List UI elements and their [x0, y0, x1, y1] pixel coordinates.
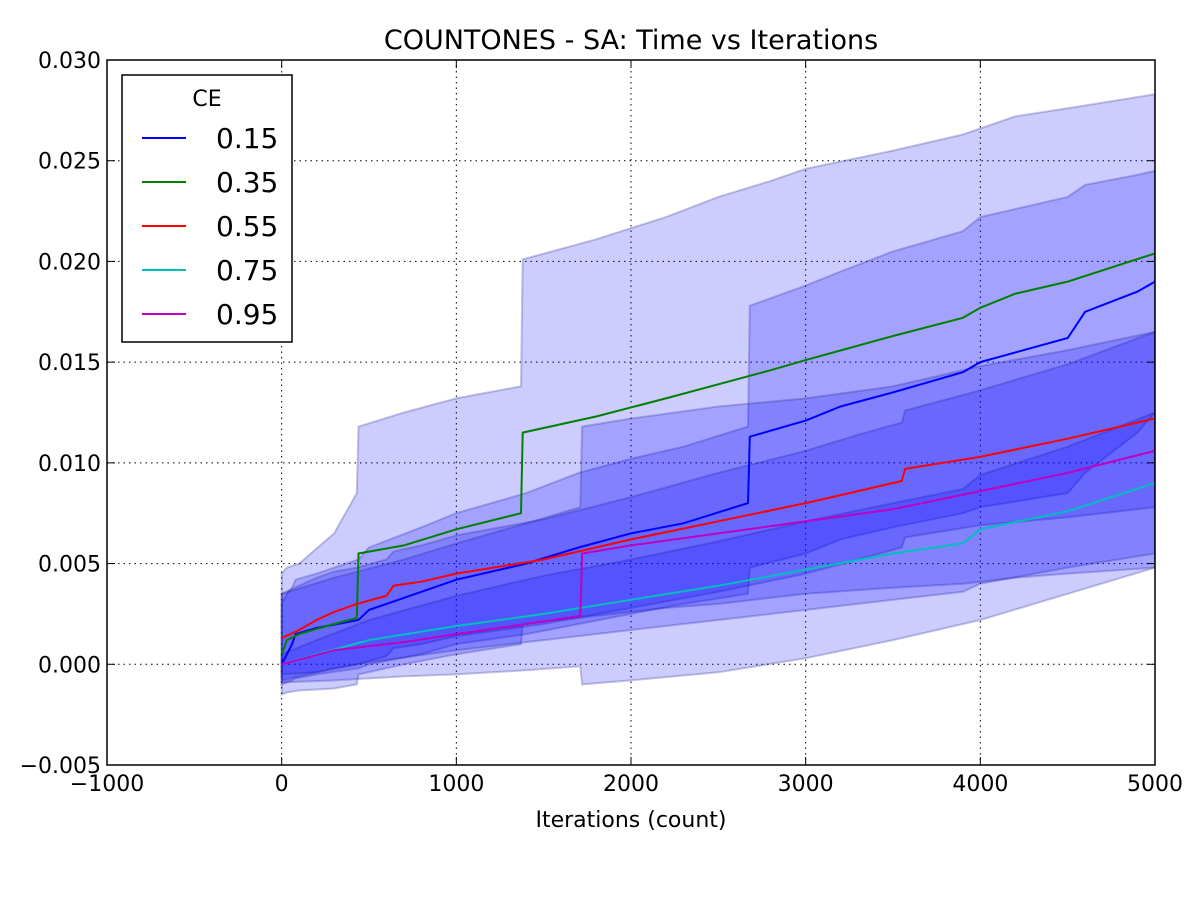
axis-ticks: −1000 0 1000 2000 3000 4000 5000 −0.005 0.000 0.0…	[20, 49, 1183, 797]
x-tick-label: 3000	[778, 772, 834, 797]
y-tick-label: 0.030	[38, 49, 101, 74]
y-tick-label: 0.020	[38, 250, 101, 275]
x-tick-label: −1000	[70, 772, 144, 797]
legend-title: CE	[192, 87, 221, 112]
series-lines	[280, 252, 1155, 666]
series-line-0.95	[281, 449, 1155, 666]
confidence-band-0.95	[280, 330, 1155, 686]
legend: CE 0.15 0.35 0.55 0.75 0.95	[121, 74, 293, 343]
confidence-band-0.55	[280, 330, 1155, 682]
y-tick-label: 0.025	[38, 150, 101, 175]
series-line-0.15	[280, 280, 1155, 665]
y-tick-label: −0.005	[20, 754, 101, 779]
y-tick-label: 0.010	[38, 452, 101, 477]
chart-title: COUNTONES - SA: Time vs Iterations	[384, 25, 878, 56]
y-tick-label: 0.015	[38, 351, 101, 376]
y-tick-label: 0.000	[38, 653, 101, 678]
legend-label: 0.55	[216, 210, 278, 243]
grid	[107, 60, 1155, 765]
legend-label: 0.15	[216, 122, 278, 155]
x-tick-label: 1000	[428, 772, 484, 797]
confidence-bands	[280, 93, 1155, 696]
legend-box	[121, 74, 293, 343]
confidence-band-0.15	[280, 169, 1155, 686]
legend-label: 0.95	[216, 298, 278, 331]
confidence-band-0.75	[280, 411, 1155, 676]
legend-label: 0.35	[216, 166, 278, 199]
series-line-0.35	[280, 252, 1155, 655]
x-tick-label: 4000	[952, 772, 1008, 797]
x-tick-label: 5000	[1127, 772, 1183, 797]
series-line-0.55	[281, 417, 1155, 640]
series-line-0.75	[281, 482, 1155, 666]
legend-label: 0.75	[216, 254, 278, 287]
x-axis-label: Iterations (count)	[535, 808, 726, 833]
y-tick-label: 0.005	[38, 553, 101, 578]
confidence-band-0.35	[280, 93, 1155, 696]
x-tick-label: 2000	[603, 772, 659, 797]
x-tick-label: 0	[275, 772, 289, 797]
